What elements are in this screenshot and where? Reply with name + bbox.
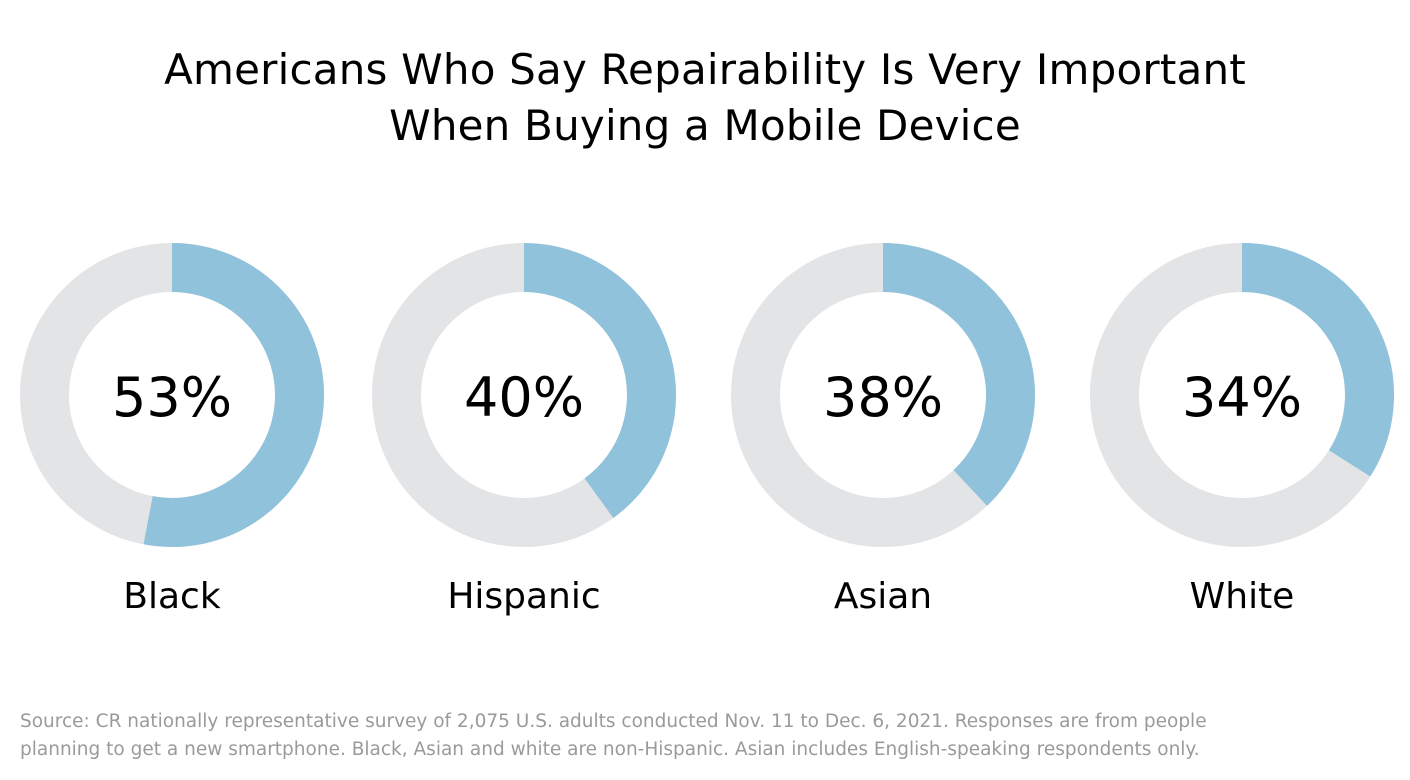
chart-title-line-1: Americans Who Say Repairability Is Very … (164, 45, 1246, 94)
value-label-hispanic: 40% (464, 366, 584, 429)
chart-title-line-2: When Buying a Mobile Device (389, 101, 1021, 150)
value-label-white: 34% (1182, 366, 1302, 429)
chart-title: Americans Who Say Repairability Is Very … (0, 42, 1410, 154)
footnote-line-2: planning to get a new smartphone. Black,… (20, 739, 1200, 760)
donut-black: 53% Black (20, 243, 324, 617)
footnote-line-1: Source: CR nationally representative sur… (20, 711, 1207, 732)
donut-charts: 53% Black 40% Hispanic 38% Asian 34% White (20, 243, 1394, 617)
category-label-black: Black (123, 576, 221, 617)
donut-segment-asian (882, 243, 1035, 506)
category-label-asian: Asian (834, 576, 932, 617)
donut-asian: 38% Asian (731, 243, 1035, 617)
value-label-asian: 38% (823, 366, 943, 429)
donut-segment-white (1241, 243, 1394, 477)
donut-white: 34% White (1090, 243, 1394, 617)
donut-segment-black (143, 243, 324, 547)
donut-hispanic: 40% Hispanic (372, 243, 676, 617)
value-label-black: 53% (112, 366, 232, 429)
category-label-hispanic: Hispanic (447, 576, 600, 617)
donut-segment-hispanic (523, 243, 676, 518)
source-footnote: Source: CR nationally representative sur… (20, 708, 1400, 764)
category-label-white: White (1190, 576, 1295, 617)
